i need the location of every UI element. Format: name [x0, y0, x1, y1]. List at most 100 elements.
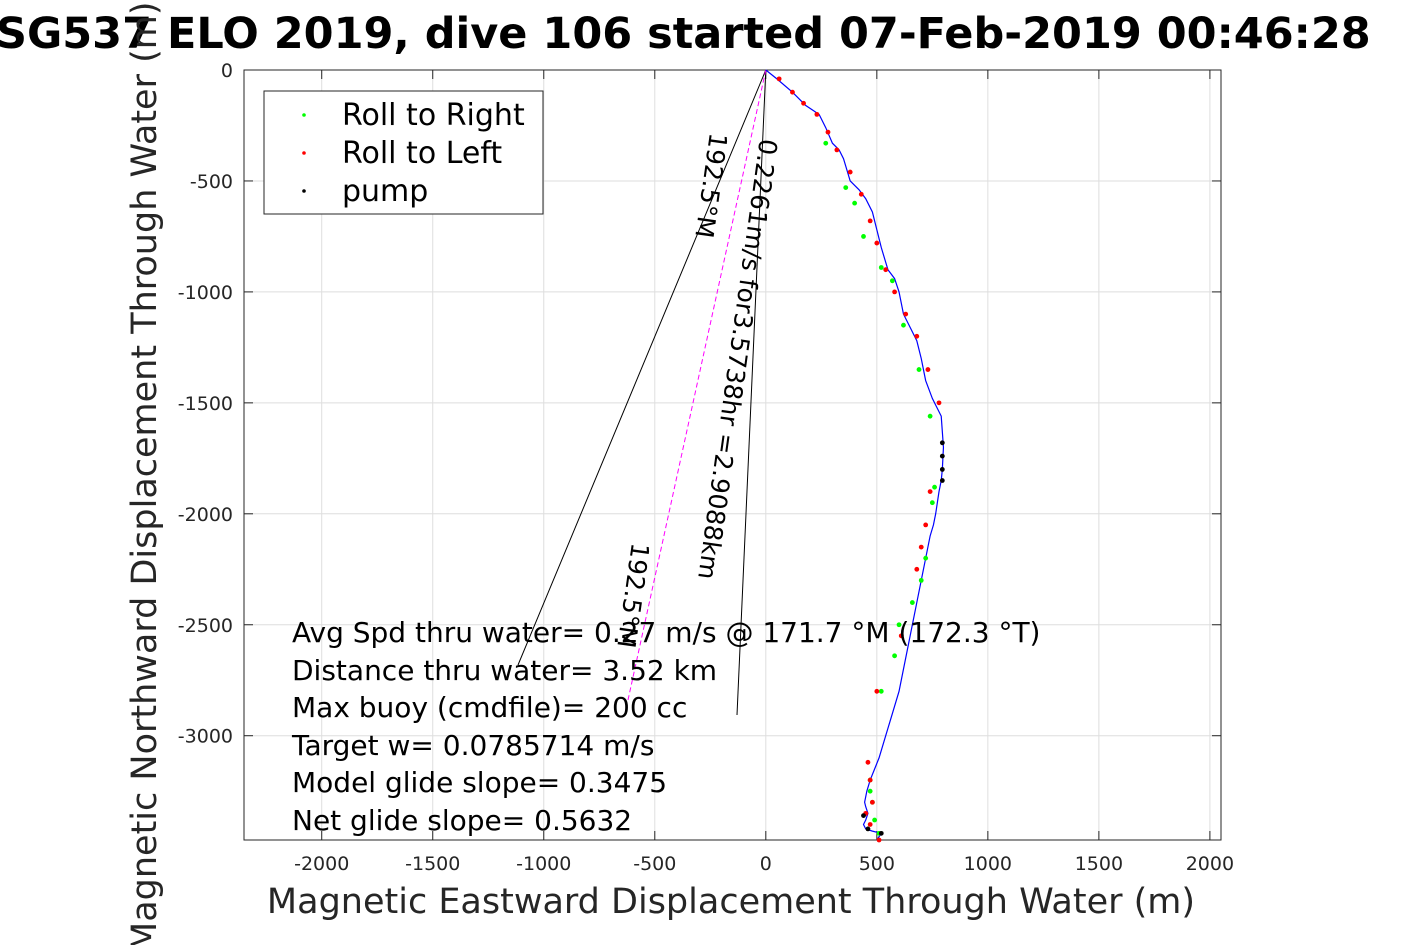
pump-point — [865, 826, 871, 832]
roll-left-point — [776, 76, 782, 82]
roll-right-point — [861, 234, 866, 239]
legend-marker-pump — [302, 189, 306, 193]
roll-left-point — [874, 240, 880, 246]
roll-right-point — [896, 622, 902, 628]
roll-left-point — [869, 799, 875, 805]
x-tick-label: 500 — [859, 853, 895, 875]
wedge-line-west — [517, 69, 767, 666]
roll-right-point — [878, 265, 884, 270]
pump-point — [861, 813, 866, 818]
roll-left-point — [914, 566, 920, 572]
roll-right-point — [901, 322, 906, 328]
pump-points — [861, 440, 945, 836]
roll-left-point — [790, 89, 795, 95]
x-tick-label: 2000 — [1186, 853, 1234, 875]
roll-right-point — [872, 817, 878, 823]
pump-point — [939, 440, 945, 446]
stat-line-target-w: Target w= 0.0785714 m/s — [291, 729, 654, 762]
roll-right-point — [852, 200, 858, 206]
x-tick-label: -1000 — [516, 853, 571, 875]
wedge-line-east — [736, 69, 767, 716]
y-tick-label: -500 — [190, 171, 233, 193]
roll-left-point — [801, 100, 806, 106]
roll-left-point — [923, 522, 929, 528]
stat-line-distance: Distance thru water= 3.52 km — [292, 654, 717, 687]
roll-left-point — [847, 169, 853, 175]
roll-right-point — [823, 140, 829, 146]
roll-right-point — [932, 484, 937, 490]
roll-right-point — [878, 688, 884, 694]
x-tick-label: 1500 — [1075, 853, 1123, 875]
roll-right-point — [867, 788, 873, 794]
roll-left-point — [918, 544, 924, 550]
roll-left-point — [927, 489, 933, 495]
stat-line-net-glide: Net glide slope= 0.5632 — [292, 804, 632, 837]
roll-left-point — [883, 267, 889, 273]
roll-right-point — [843, 185, 849, 191]
plot-area — [243, 69, 1222, 841]
roll-left-point — [936, 400, 942, 406]
roll-right-point — [929, 500, 935, 506]
glider-track-line — [765, 69, 945, 841]
stat-line-max-buoy: Max buoy (cmdfile)= 200 cc — [292, 691, 687, 724]
roll-right-point — [918, 577, 924, 583]
legend-marker-roll-left — [302, 151, 306, 155]
roll-right-point — [892, 653, 897, 659]
roll-left-point — [892, 289, 897, 295]
pump-point — [878, 830, 884, 836]
roll-right-point — [916, 367, 922, 372]
roll-left-point — [814, 111, 820, 117]
x-tick-label: -2000 — [294, 853, 349, 875]
x-tick-labels: -2000 -1500 -1000 -500 0 500 1000 1500 2000 — [294, 853, 1234, 875]
roll-left-point — [867, 822, 873, 827]
stat-line-model-glide: Model glide slope= 0.3475 — [292, 766, 667, 799]
x-tick-label: -1500 — [405, 853, 460, 875]
roll-left-point — [858, 191, 864, 197]
pump-point — [939, 478, 945, 483]
roll-left-point — [867, 218, 873, 224]
y-tick-label: -1500 — [178, 393, 233, 415]
roll-left-points — [776, 76, 942, 843]
legend-marker-roll-right — [302, 113, 306, 117]
x-axis-label: Magnetic Eastward Displacement Through W… — [267, 882, 1195, 922]
roll-left-point — [834, 147, 840, 153]
legend-label-roll-right: Roll to Right — [342, 98, 525, 133]
roll-left-point — [903, 311, 909, 317]
legend-label-roll-left: Roll to Left — [342, 136, 502, 171]
pump-point — [939, 467, 945, 472]
heading-wedge — [517, 69, 767, 716]
legend-box — [263, 90, 544, 215]
roll-right-point — [909, 600, 915, 605]
x-tick-label: 0 — [760, 853, 772, 875]
wedge-heading-line — [627, 69, 767, 701]
roll-left-point — [867, 777, 873, 783]
y-tick-label: 0 — [221, 60, 233, 82]
stats-block: Avg Spd thru water= 0.27 m/s @ 171.7 °M … — [291, 616, 1040, 837]
y-tick-label: -1000 — [178, 282, 233, 304]
legend-label-pump: pump — [342, 174, 428, 209]
roll-left-point — [874, 688, 880, 694]
y-tick-label: -3000 — [178, 726, 233, 748]
roll-left-point — [898, 633, 904, 639]
x-tick-label: -500 — [633, 853, 676, 875]
roll-right-point — [927, 413, 933, 419]
roll-left-point — [914, 333, 920, 339]
roll-right-point — [889, 278, 895, 284]
roll-right-point — [923, 555, 929, 561]
x-tick-label: 1000 — [964, 853, 1012, 875]
roll-left-point — [925, 367, 931, 372]
legend: Roll to Right Roll to Left pump — [263, 90, 544, 215]
roll-left-point — [865, 759, 871, 765]
tick-marks — [244, 69, 1221, 840]
roll-left-point — [876, 837, 882, 843]
y-tick-labels: 0 -500 -1000 -1500 -2000 -2500 -3000 — [178, 60, 233, 748]
y-tick-label: -2500 — [178, 615, 233, 637]
y-tick-label: -2000 — [178, 504, 233, 526]
chart-title: SG537 ELO 2019, dive 106 started 07-Feb-… — [0, 9, 1371, 59]
y-axis-label: Magnetic Northward Displacement Through … — [125, 1, 165, 945]
heading-annotation-1: 192.5°M — [689, 131, 732, 240]
stat-line-avg-speed: Avg Spd thru water= 0.27 m/s @ 171.7 °M … — [292, 616, 1040, 649]
pump-point — [939, 453, 945, 459]
roll-left-point — [825, 129, 831, 135]
